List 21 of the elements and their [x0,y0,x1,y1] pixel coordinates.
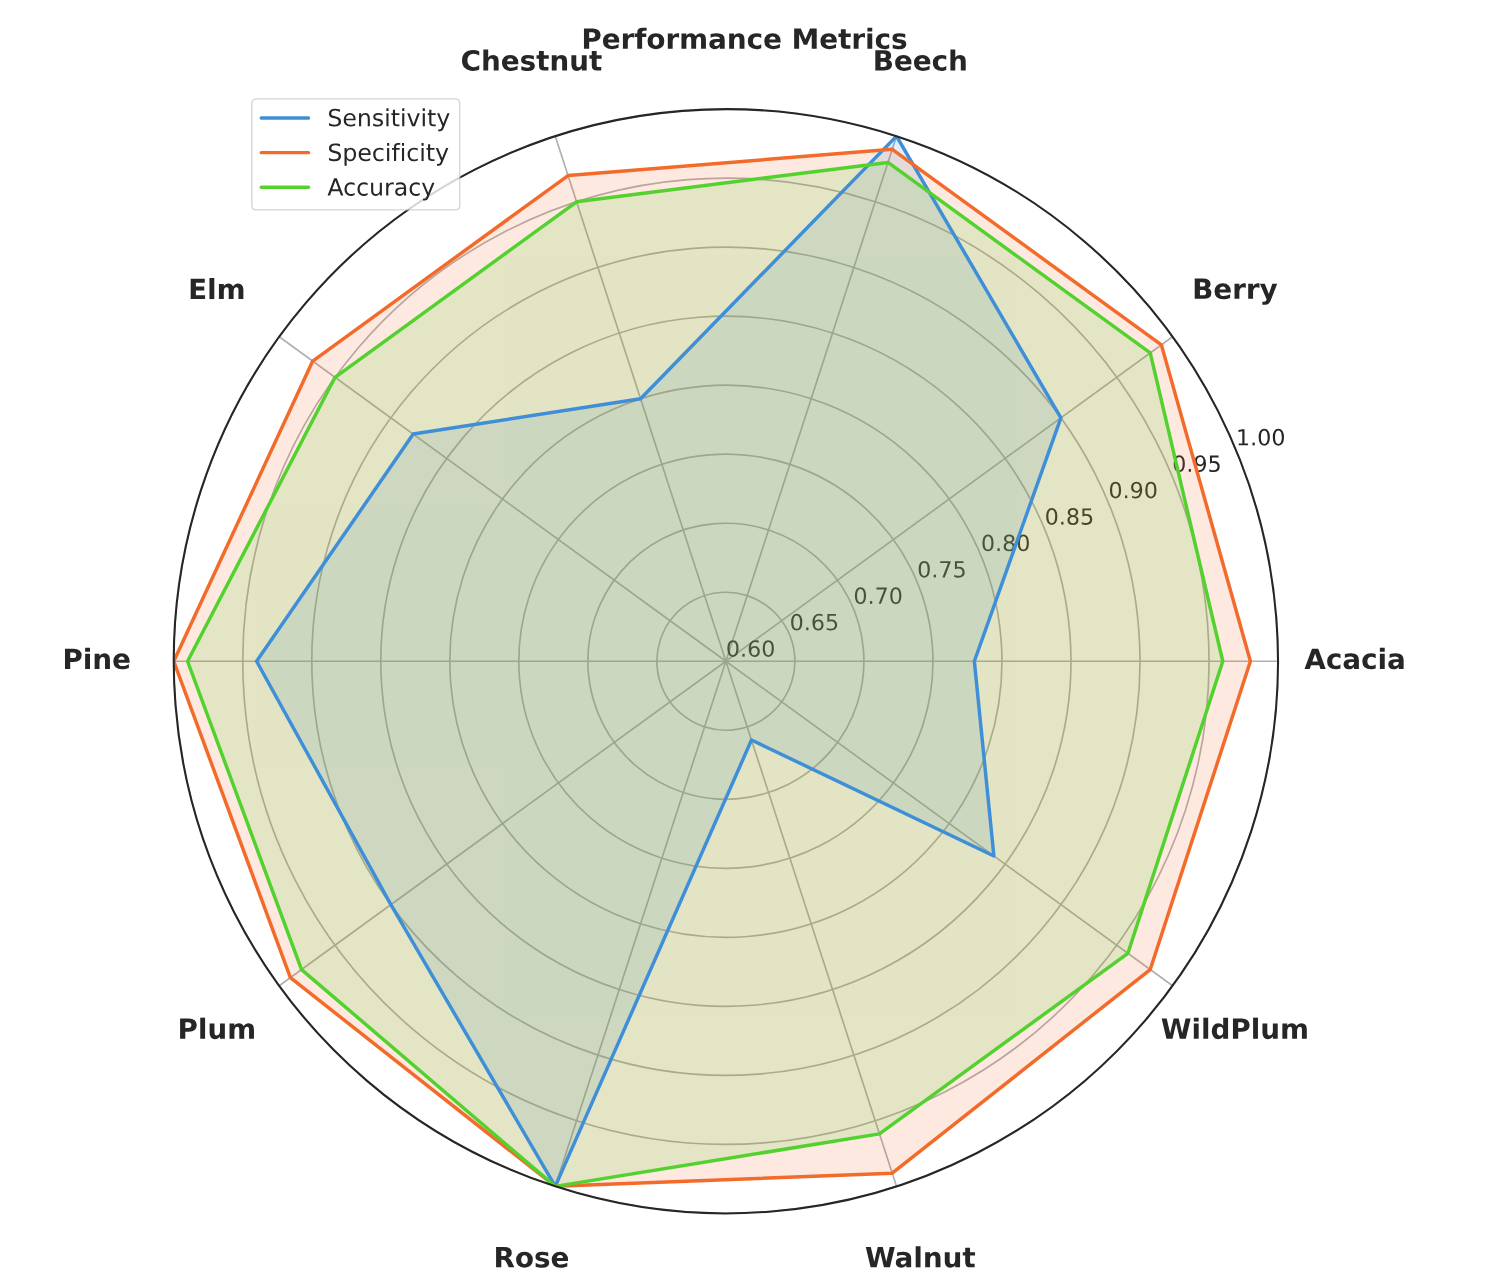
spoke-label: Rose [496,1247,569,1268]
spoke-label: Beech [875,49,966,71]
spoke-label: Elm [190,277,244,300]
y-tick-label: 0.75 [918,560,965,578]
spoke-label: Berry [1194,278,1278,305]
spoke-label: Walnut [865,1246,976,1268]
y-tick-label: 0.70 [854,587,902,605]
y-tick-label: 0.65 [791,613,838,631]
y-tick-label: 0.85 [1046,508,1093,525]
spoke-label: Chestnut [462,49,602,71]
legend-label: Accuracy [327,178,435,201]
y-tick-label: 1.00 [1238,428,1284,446]
legend-label: Sensitivity [328,108,450,132]
y-tick-label: 0.60 [727,640,774,657]
spoke-label: Acacia [1304,647,1404,670]
legend-label: Specificity [328,142,449,166]
spoke-label: WildPlum [1161,1017,1307,1040]
spoke-label: Plum [180,1017,254,1040]
chart-title: Performance Metrics [583,27,907,50]
spoke-label: Pine [64,647,130,670]
y-tick-label: 0.90 [1109,481,1157,499]
